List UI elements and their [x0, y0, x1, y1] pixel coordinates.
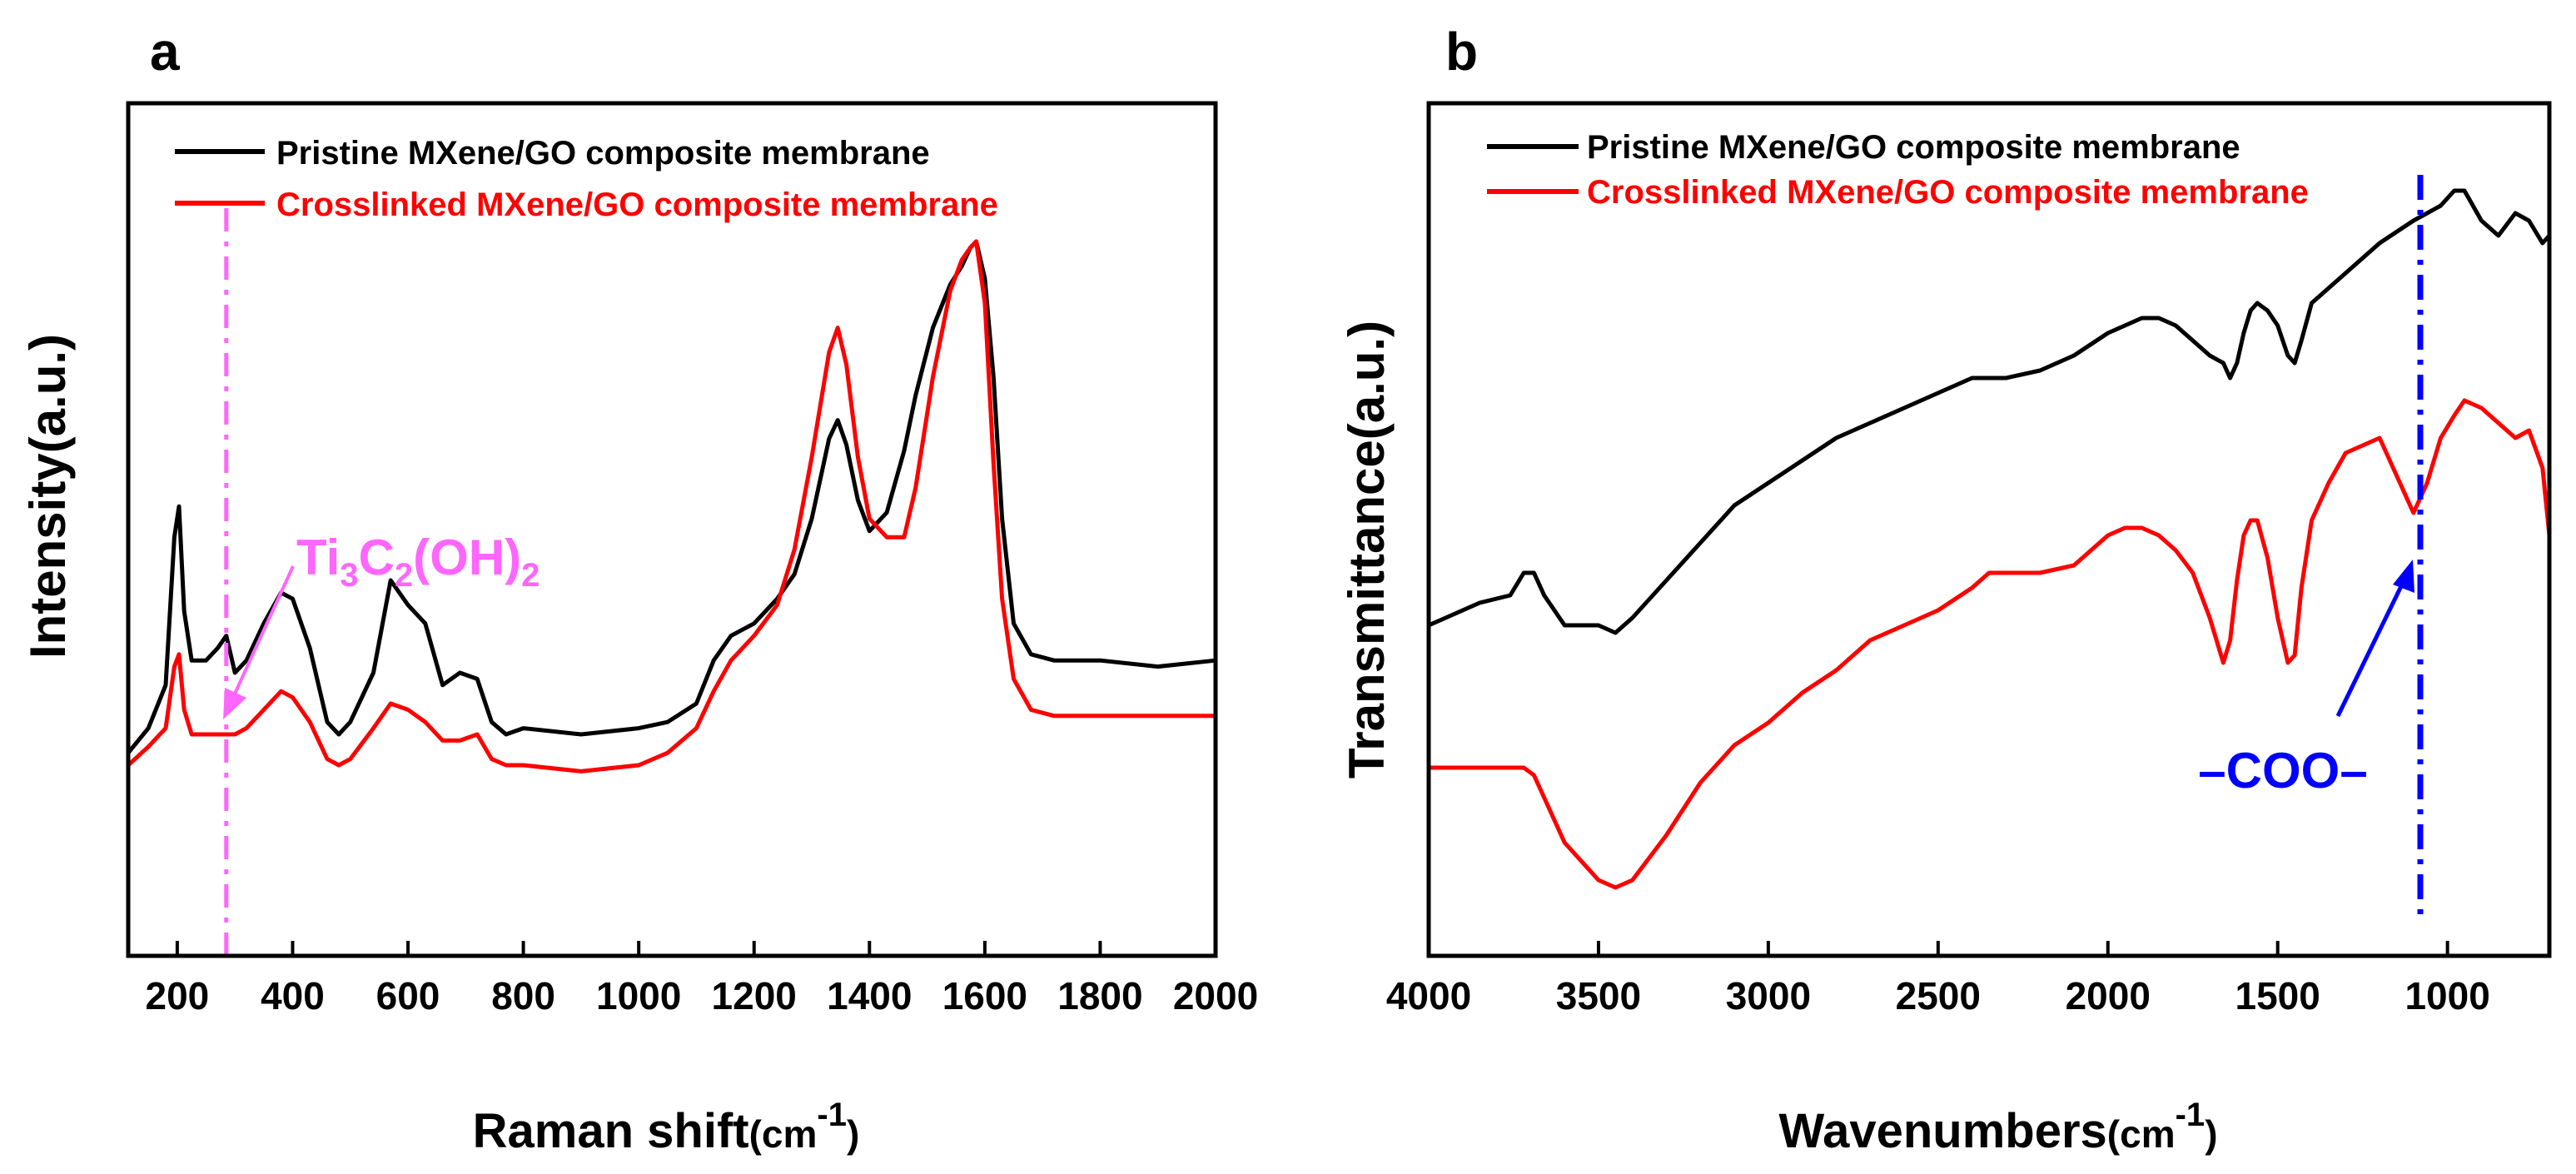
panel-a-legend: Pristine MXene/GO composite membrane Cro… — [175, 135, 998, 223]
panel-b-series — [1427, 188, 2552, 890]
panel-b-letter: b — [1445, 22, 1478, 82]
coo-label: –COO– — [2198, 743, 2367, 798]
panel-b-x-tick-label: 4000 — [1386, 974, 1471, 1017]
c-sub: 2 — [395, 557, 413, 594]
panel-a-letter: a — [150, 22, 180, 82]
panel-a-x-tick-label: 1400 — [827, 974, 912, 1017]
coo-text: COO — [2226, 743, 2340, 798]
panel-a-y-axis-label: Intensity(a.u.) — [20, 334, 76, 659]
panel-b-x-tick-label: 3500 — [1556, 974, 1641, 1017]
oh-text: (OH) — [413, 530, 521, 585]
panel-a-x-tick-label: 1800 — [1057, 974, 1142, 1017]
panel-a-x-axis-label-main: Raman shift — [473, 1104, 749, 1158]
panel-b-x-tick-label: 3000 — [1726, 974, 1811, 1017]
panel-a-x-tick-label: 400 — [261, 974, 325, 1017]
panel-a-x-tick-label: 1000 — [596, 974, 681, 1017]
panel-b-x-axis-label-main: Wavenumbers — [1778, 1104, 2106, 1158]
ti3c2-oh2-arrow-head — [223, 688, 246, 719]
panel-b-x-ticks: 4000 3500 3000 2500 2000 1500 1000 — [1386, 941, 2490, 1017]
coo-prefix: – — [2198, 743, 2225, 798]
panel-a-x-axis-unit-sup: -1 — [817, 1097, 847, 1133]
panel-b-series-crosslinked — [1429, 398, 2552, 890]
panel-a-x-tick-label: 1600 — [942, 974, 1027, 1017]
panel-b-series-pristine — [1427, 188, 2551, 635]
ti3c2-oh2-label: Ti3C2(OH)2 — [296, 530, 540, 594]
ti-sub: 3 — [340, 557, 358, 594]
panel-b-y-axis-label: Transmittance(a.u.) — [1339, 321, 1395, 779]
panel-b-plot-frame — [1426, 101, 2552, 958]
panel-b-x-axis-unit-sup: -1 — [2176, 1097, 2206, 1133]
panel-a: a Intensity(a.u.) Raman shift(cm-1) 200 4… — [20, 22, 1258, 1158]
ti-text: Ti — [296, 530, 340, 585]
panel-a-x-axis-unit: (cm — [749, 1112, 818, 1156]
panel-b-legend: Pristine MXene/GO composite membrane Cro… — [1487, 129, 2309, 211]
panel-a-series-crosslinked — [127, 239, 1216, 774]
panel-a-x-tick-label: 200 — [146, 974, 210, 1017]
legend-b-crosslinked-label: Crosslinked MXene/GO composite membrane — [1587, 174, 2309, 211]
panel-a-series — [127, 239, 1216, 774]
coo-suffix: – — [2340, 743, 2367, 798]
legend-b-pristine-label: Pristine MXene/GO composite membrane — [1587, 129, 2240, 166]
panel-b-x-tick-label: 2000 — [2066, 974, 2151, 1017]
coo-arrow-head — [2393, 560, 2414, 593]
panel-b: b Transmittance(a.u.) Wavenumbers(cm-1) … — [1339, 22, 2552, 1158]
panel-b-x-tick-label: 2500 — [1896, 974, 1981, 1017]
panel-a-x-tick-label: 800 — [491, 974, 555, 1017]
panel-b-x-axis-label: Wavenumbers(cm-1) — [1778, 1097, 2217, 1158]
panel-a-x-ticks: 200 400 600 800 1000 1200 1400 1600 1800 2000 — [146, 941, 1258, 1017]
panel-a-x-axis-unit-close: ) — [847, 1112, 859, 1156]
c-text: C — [359, 530, 395, 585]
panel-a-x-tick-label: 600 — [376, 974, 440, 1017]
panel-a-x-tick-label: 2000 — [1173, 974, 1258, 1017]
panel-b-x-tick-label: 1000 — [2404, 974, 2489, 1017]
panel-b-x-axis-unit-close: ) — [2205, 1112, 2217, 1156]
panel-b-x-axis-unit: (cm — [2107, 1112, 2176, 1156]
oh-sub: 2 — [521, 557, 540, 594]
legend-a-pristine-label: Pristine MXene/GO composite membrane — [276, 135, 930, 172]
panel-b-x-tick-label: 1500 — [2235, 974, 2320, 1017]
panel-a-x-tick-label: 1200 — [712, 974, 797, 1017]
ti3c2-oh2-arrow — [230, 565, 295, 702]
panel-a-x-axis-label: Raman shift(cm-1) — [473, 1097, 860, 1158]
coo-arrow — [2335, 581, 2405, 718]
panel-a-plot-frame — [126, 101, 1218, 958]
panel-a-series-pristine — [127, 239, 1216, 754]
legend-a-crosslinked-label: Crosslinked MXene/GO composite membrane — [276, 187, 998, 223]
